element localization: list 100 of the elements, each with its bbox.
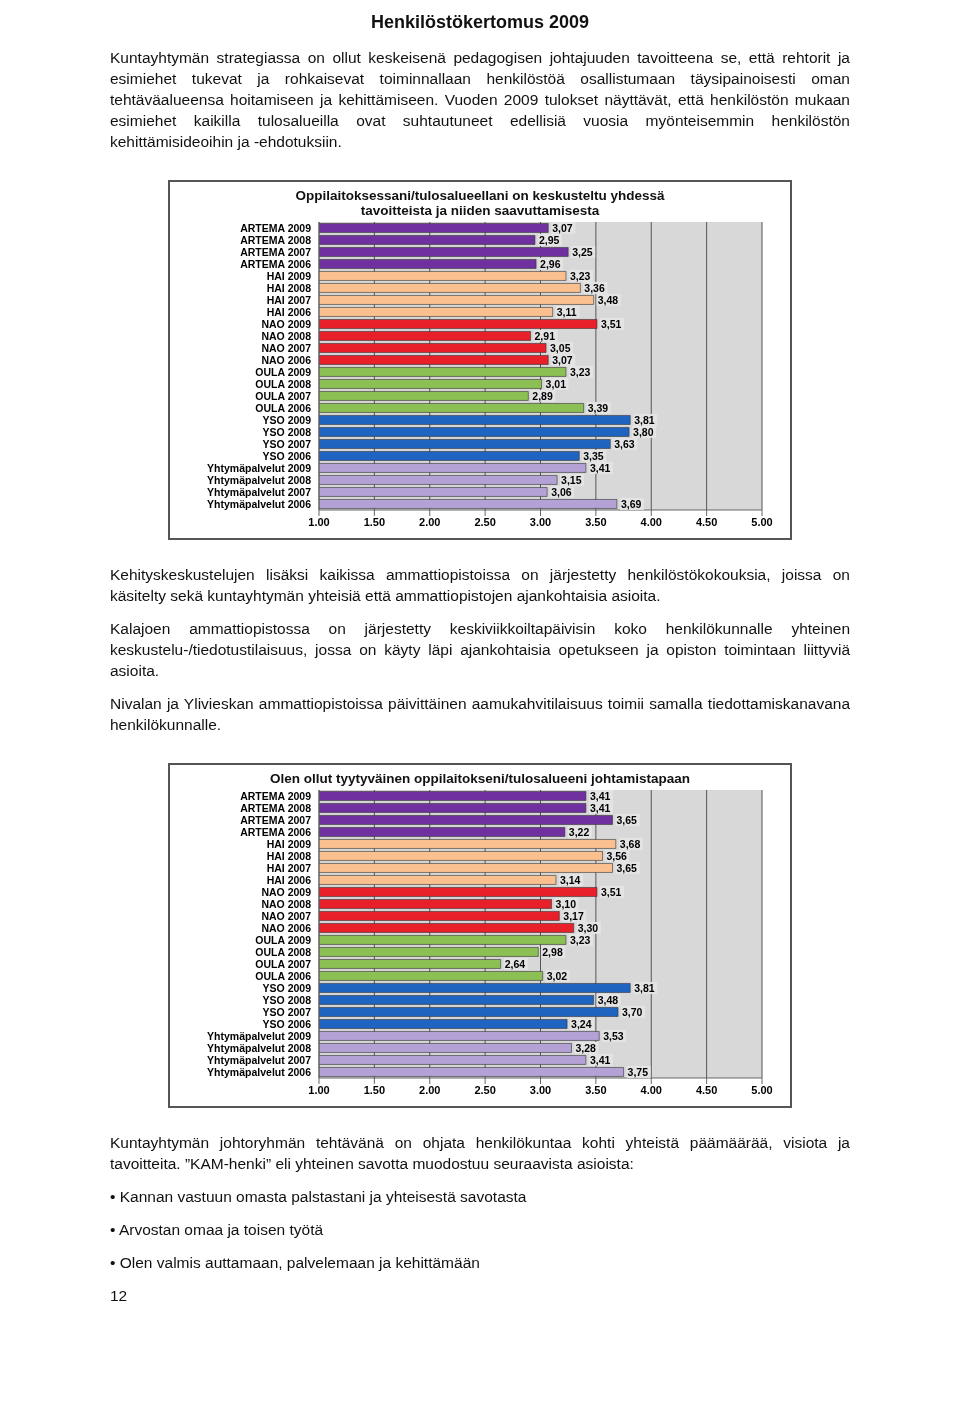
data-label: 3,15 [561, 473, 582, 486]
x-tick-label: 3.00 [529, 515, 552, 528]
x-tick-label: 4.00 [640, 1083, 662, 1096]
data-label: 3,65 [616, 813, 638, 826]
chart-title: Olen ollut tyytyväinen oppilaitokseni/tulosalueeni johtamistapaan [268, 771, 692, 786]
y-tick-label: ARTEMA 2007 [240, 813, 312, 826]
y-tick-label: ARTEMA 2008 [240, 801, 312, 814]
text: • Olen valmis auttamaan, palvelemaan ja kehittämään [110, 1253, 481, 1273]
y-tick-label: NAO 2006 [261, 921, 312, 934]
data-label: 3,70 [622, 1005, 643, 1018]
y-tick-label: Yhtymäpalvelut 2009 [207, 1029, 312, 1042]
data-label: 3,56 [606, 849, 628, 862]
data-label: 3,39 [587, 401, 609, 414]
data-label: 3,51 [600, 885, 622, 898]
y-tick-label: YSO 2006 [262, 449, 312, 462]
chart-title: Oppilaitoksessani/tulosalueellani on keskusteltu yhdessä tavoitteista ja niiden saavuttamisesta [294, 188, 666, 218]
data-label: 3,28 [575, 1041, 597, 1054]
y-tick-label: Yhtymäpalvelut 2007 [207, 485, 312, 498]
data-label: 3,68 [619, 837, 641, 850]
data-label: 3,14 [560, 873, 581, 886]
x-tick-label: 3.50 [585, 515, 607, 528]
x-tick-label: 1.50 [363, 515, 386, 528]
data-label: 3,30 [577, 921, 599, 934]
y-tick-label: Yhtymäpalvelut 2007 [207, 1053, 312, 1066]
y-tick-label: Yhtymäpalvelut 2008 [207, 1041, 312, 1054]
data-label: 2,89 [532, 389, 553, 402]
y-tick-label: YSO 2008 [262, 425, 312, 438]
data-label: 3,75 [627, 1065, 649, 1078]
data-label: 3,07 [552, 221, 573, 234]
data-label: 3,23 [569, 933, 591, 946]
y-tick-label: OULA 2008 [255, 945, 312, 958]
data-label: 3,48 [597, 293, 619, 306]
data-label: 3,25 [572, 245, 593, 258]
x-tick-label: 3.00 [529, 1083, 552, 1096]
data-label: 3,53 [603, 1029, 624, 1042]
y-tick-label: Yhtymäpalvelut 2008 [207, 473, 312, 486]
data-label: 3,02 [546, 969, 568, 982]
text: Kuntayhtymän johtoryhmän tehtävänä on ohjata henkilökuntaa kohti yhteistä päämäärää, visiota ja tavoitteita. ”KAM-henki” eli yhteinen savotta muodostuu seuraavista asioista: [110, 1133, 850, 1174]
text: 12 [110, 1286, 129, 1306]
data-label: 3,80 [633, 425, 654, 438]
data-label: 3,22 [568, 825, 590, 838]
y-tick-label: YSO 2007 [262, 1005, 312, 1018]
data-label: 2,98 [542, 945, 563, 958]
y-tick-label: YSO 2008 [262, 993, 312, 1006]
y-tick-label: ARTEMA 2009 [240, 221, 312, 234]
text: Kuntayhtymän strategiassa on ollut keskeisenä pedagogisen johtajuuden tavoitteena se, että rehtorit ja esimiehet tukevat ja rohkaisevat toiminnallaan henkilöstöä osallistumaan täysipainoisesti oman tehtäväalueensa hoitamiseen ja kehittämiseen. Vuoden 2009 tulokset näyttävät, että henkilöstön mukaan esimiehet kaikilla tulosalueilla ovat suhtautuneet edellisiä vuosia myönteisemmin henkilöstön kehittämisideoihin ja -ehdotuksiin. [110, 48, 850, 152]
data-label: 2,96 [540, 257, 561, 270]
y-tick-label: Yhtymäpalvelut 2009 [207, 461, 312, 474]
x-tick-label: 1.00 [308, 1083, 330, 1096]
data-label: 3,11 [556, 305, 577, 318]
y-tick-label: HAI 2008 [266, 849, 312, 862]
data-label: 3,69 [620, 497, 642, 510]
data-label: 3,48 [597, 993, 619, 1006]
data-label: 3,24 [571, 1017, 592, 1030]
data-label: 3,06 [551, 485, 572, 498]
y-tick-label: ARTEMA 2007 [240, 245, 312, 258]
x-tick-label: 1.00 [308, 515, 330, 528]
y-tick-label: OULA 2007 [255, 389, 312, 402]
data-label: 3,23 [569, 365, 591, 378]
y-tick-label: OULA 2007 [255, 957, 312, 970]
y-tick-label: OULA 2006 [255, 401, 312, 414]
y-tick-label: YSO 2007 [262, 437, 312, 450]
text: Kalajoen ammattiopistossa on järjestetty keskiviikkoiltapäivisin koko henkilökunnalle yhteinen keskustelu-/tiedotustilaisuus, jossa on käyty läpi ajankohtaisia opetukseen ja opiston toimintaan liittyviä asioita. [110, 619, 850, 681]
x-tick-label: 1.50 [363, 1083, 386, 1096]
y-tick-label: HAI 2006 [266, 873, 312, 886]
y-tick-label: ARTEMA 2008 [240, 233, 312, 246]
x-tick-label: 5.00 [751, 515, 773, 528]
y-tick-label: ARTEMA 2006 [240, 257, 312, 270]
y-tick-label: NAO 2007 [261, 909, 312, 922]
x-tick-label: 2.00 [419, 1083, 441, 1096]
data-label: 3,36 [584, 281, 605, 294]
data-label: 3,41 [589, 461, 611, 474]
x-tick-label: 4.50 [695, 515, 718, 528]
y-tick-label: Yhtymäpalvelut 2006 [207, 497, 312, 510]
data-label: 3,63 [614, 437, 635, 450]
data-label: 3,10 [555, 897, 577, 910]
y-tick-label: NAO 2009 [261, 885, 312, 898]
text: Henkilöstökertomus 2009 [369, 12, 591, 33]
data-label: 2,95 [538, 233, 560, 246]
data-label: 3,17 [563, 909, 584, 922]
data-label: 2,91 [534, 329, 556, 342]
text: • Kannan vastuun omasta palstastani ja yhteisestä savotasta [110, 1187, 528, 1207]
y-tick-label: OULA 2009 [255, 933, 312, 946]
data-label: 3,35 [583, 449, 604, 462]
data-label: 3,41 [589, 801, 611, 814]
data-label: 3,23 [569, 269, 591, 282]
x-tick-label: 4.50 [695, 1083, 718, 1096]
data-label: 3,51 [600, 317, 622, 330]
data-label: 3,41 [589, 789, 611, 802]
y-tick-label: ARTEMA 2009 [240, 789, 312, 802]
y-tick-label: NAO 2008 [261, 897, 312, 910]
y-tick-label: HAI 2009 [266, 269, 312, 282]
data-label: 3,01 [545, 377, 567, 390]
y-tick-label: HAI 2008 [266, 281, 312, 294]
y-tick-label: NAO 2009 [261, 317, 312, 330]
text: Kehityskeskustelujen lisäksi kaikissa ammattiopistoissa on järjestetty henkilöstökokouksia, joissa on käsitelty sekä kuntayhtymän yhteisiä että ammattiopistojen ajankohtaisia asioita. [110, 565, 850, 606]
x-tick-label: 2.50 [474, 515, 496, 528]
y-tick-label: NAO 2006 [261, 353, 312, 366]
y-tick-label: OULA 2008 [255, 377, 312, 390]
data-label: 3,05 [550, 341, 571, 354]
